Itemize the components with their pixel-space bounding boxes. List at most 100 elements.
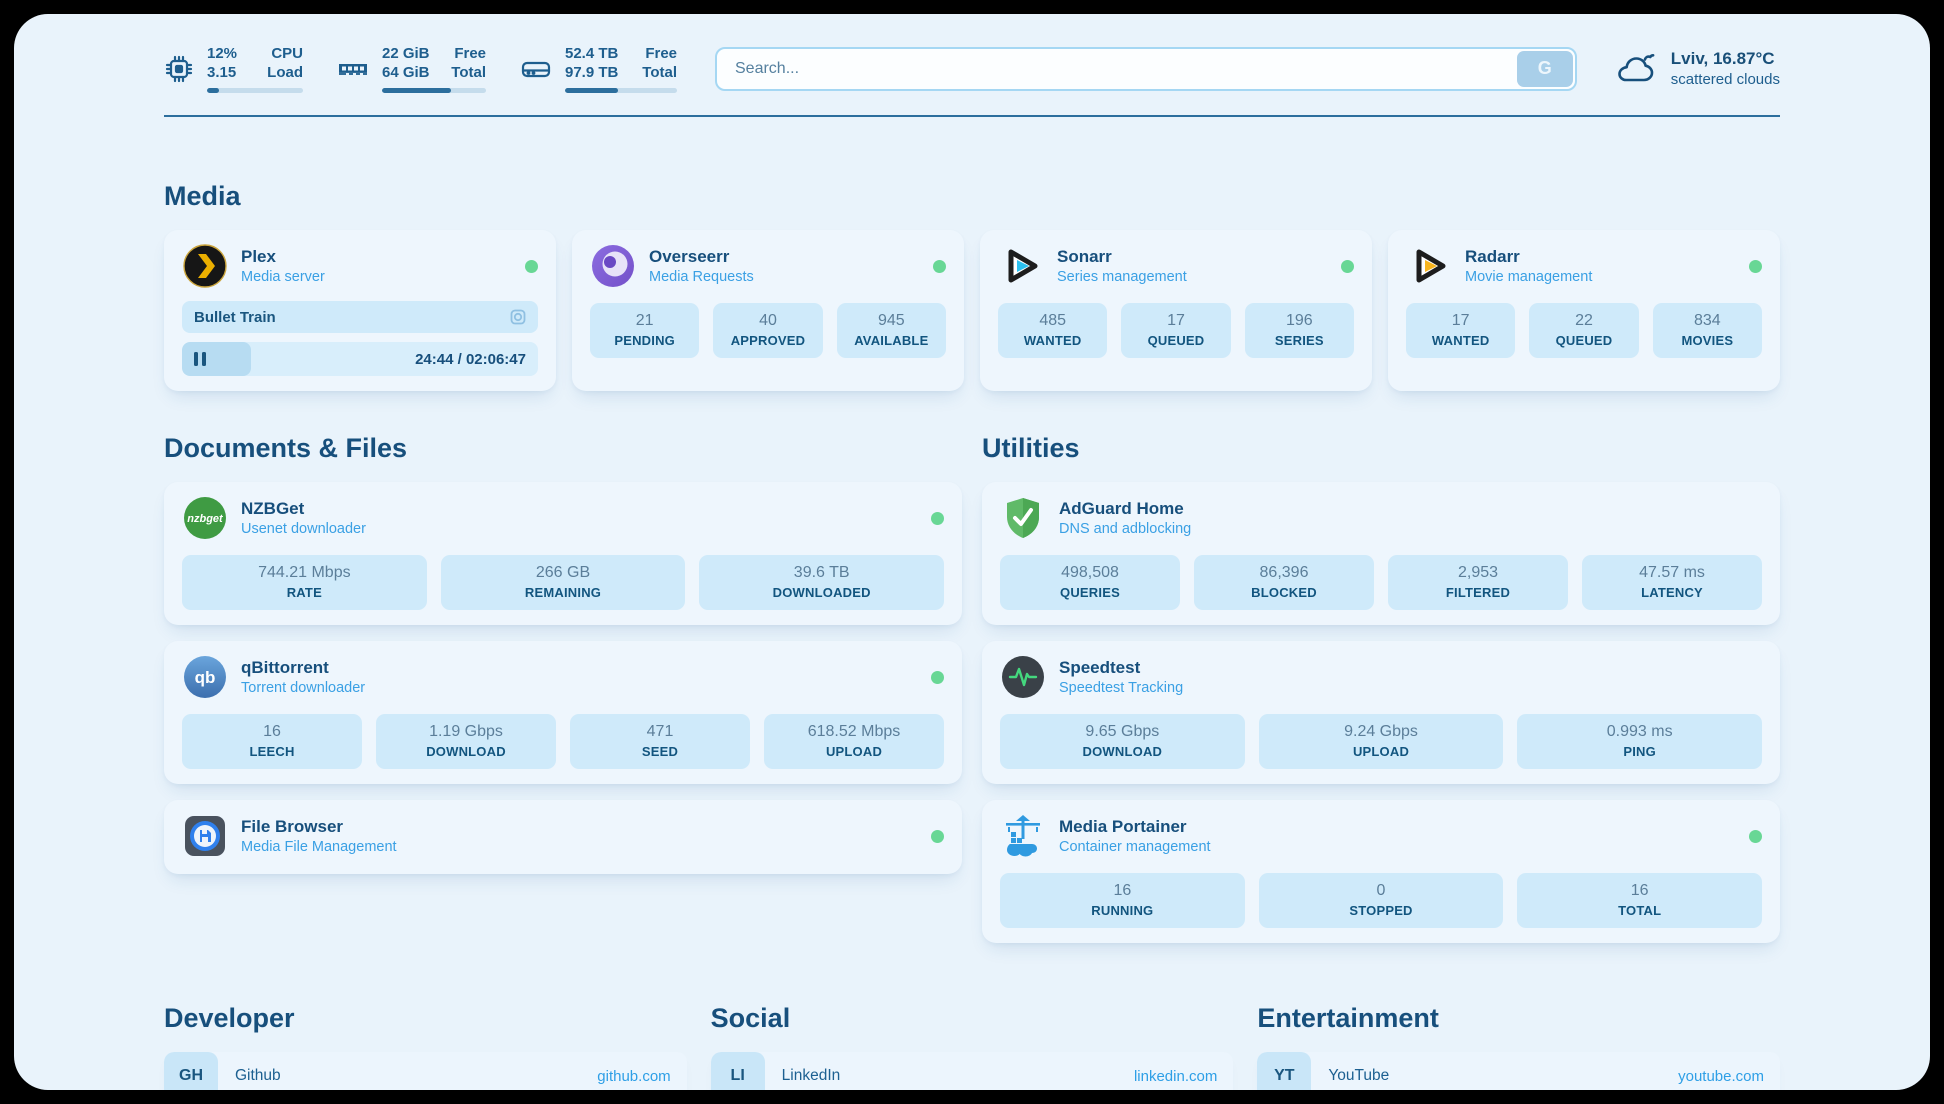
- portainer-logo-icon: [1006, 815, 1040, 857]
- sonarr-logo-icon: [1008, 249, 1038, 283]
- stat-pill: 22 QUEUED: [1529, 303, 1639, 358]
- stat-pill: 2,953 FILTERED: [1388, 555, 1568, 610]
- bookmark-url[interactable]: github.com: [597, 1067, 671, 1085]
- cpu-usage-value: 12%: [207, 45, 238, 62]
- ram-total-value: 64 GiB: [382, 64, 430, 81]
- stat-value: 485: [1039, 312, 1067, 329]
- section-title-developer: Developer: [164, 1003, 295, 1033]
- app-card-adguard[interactable]: AdGuard Home DNS and adblocking 498,508 …: [982, 482, 1780, 625]
- app-card-speedtest[interactable]: Speedtest Speedtest Tracking 9.65 Gbps D…: [982, 641, 1780, 784]
- app-subtitle: Usenet downloader: [241, 521, 366, 537]
- stat-value: 17: [1167, 312, 1185, 329]
- filebrowser-logo-icon: [185, 816, 225, 856]
- stat-value: 9.24 Gbps: [1344, 723, 1418, 740]
- weather-location-temp: Lviv, 16.87°C: [1670, 49, 1775, 68]
- app-name: Speedtest: [1059, 658, 1141, 677]
- nzbget-logo-icon: nzbget: [184, 497, 226, 539]
- app-name: Plex: [241, 247, 276, 266]
- app-card-plex[interactable]: Plex Media server Bullet Train: [164, 230, 556, 391]
- section-title-media: Media: [164, 181, 241, 211]
- app-name: File Browser: [241, 817, 344, 836]
- stat-label: WANTED: [1431, 333, 1490, 348]
- app-card-sonarr[interactable]: Sonarr Series management 485 WANTED 17 Q…: [980, 230, 1372, 391]
- app-subtitle: Media File Management: [241, 839, 397, 855]
- pause-icon[interactable]: [194, 352, 206, 366]
- disk-total-value: 97.9 TB: [565, 64, 619, 81]
- stat-value: 47.57 ms: [1639, 564, 1705, 581]
- search-engine-button[interactable]: G: [1516, 50, 1573, 87]
- bookmark-youtube[interactable]: YT YouTube youtube.com: [1257, 1052, 1780, 1090]
- bookmark-linkedin[interactable]: LI LinkedIn linkedin.com: [710, 1052, 1234, 1090]
- bookmark-tag: GH: [164, 1052, 218, 1090]
- playback-time: 24:44 / 02:06:47: [415, 350, 526, 368]
- section-title-entertainment: Entertainment: [1257, 1003, 1439, 1033]
- stat-pill: 17 WANTED: [1406, 303, 1516, 358]
- stat-label: BLOCKED: [1251, 585, 1317, 600]
- stat-value: 16: [1630, 882, 1649, 899]
- stat-label: RATE: [286, 585, 322, 600]
- app-card-overseerr[interactable]: Overseerr Media Requests 21 PENDING 40 A…: [572, 230, 964, 391]
- bookmark-url[interactable]: youtube.com: [1678, 1067, 1764, 1085]
- stat-pill: 86,396 BLOCKED: [1194, 555, 1374, 610]
- app-name: Sonarr: [1057, 247, 1112, 266]
- stat-pill: 471 SEED: [570, 714, 750, 769]
- stat-value: 0: [1376, 882, 1386, 899]
- app-subtitle: Series management: [1057, 269, 1187, 285]
- stat-value: 744.21 Mbps: [258, 564, 351, 581]
- stat-pill: 834 MOVIES: [1652, 303, 1762, 358]
- plex-logo-icon: [183, 244, 227, 288]
- stat-pill: 21 PENDING: [590, 303, 700, 358]
- stat-label: DOWNLOADED: [772, 585, 871, 600]
- app-card-portainer[interactable]: Media Portainer Container management 16 …: [982, 800, 1780, 943]
- bookmark-name: Github: [235, 1067, 281, 1084]
- stat-value: 17: [1451, 312, 1470, 329]
- app-name: qBittorrent: [241, 658, 329, 677]
- disk-total-label: Total: [642, 64, 677, 81]
- search-bar: G: [715, 46, 1577, 91]
- app-card-qbittorrent[interactable]: qb qBittorrent Torrent downloader 16: [164, 641, 962, 784]
- now-playing-title: Bullet Train: [194, 308, 276, 326]
- svg-text:qb: qb: [195, 668, 216, 687]
- app-card-nzbget[interactable]: nzbget NZBGet Usenet downloader 744.21 M…: [164, 482, 962, 625]
- weather-widget: Lviv, 16.87°C scattered clouds: [1615, 48, 1780, 89]
- now-playing-row: Bullet Train: [182, 301, 538, 333]
- bookmark-url[interactable]: linkedin.com: [1133, 1067, 1218, 1085]
- cpu-load-label: Load: [267, 64, 303, 81]
- app-name: Overseerr: [649, 247, 730, 266]
- app-card-filebrowser[interactable]: File Browser Media File Management: [164, 800, 962, 874]
- status-dot: [1749, 829, 1762, 843]
- stat-label: SERIES: [1274, 333, 1324, 348]
- app-subtitle: Movie management: [1465, 269, 1593, 285]
- bookmark-github[interactable]: GH Github github.com: [164, 1052, 687, 1090]
- status-dot: [931, 829, 944, 843]
- stat-value: 39.6 TB: [793, 564, 850, 581]
- status-dot: [933, 259, 946, 273]
- stat-value: 266 GB: [535, 564, 591, 581]
- stat-pill: 498,508 QUERIES: [1000, 555, 1180, 610]
- stat-label: DOWNLOAD: [426, 744, 506, 759]
- status-dot: [1749, 259, 1762, 273]
- app-subtitle: Media server: [241, 269, 325, 285]
- bookmark-name: LinkedIn: [781, 1067, 841, 1084]
- disk-icon: [521, 61, 551, 77]
- stat-label: FILTERED: [1445, 585, 1511, 600]
- stat-pill: 17 QUEUED: [1121, 303, 1231, 358]
- cpu-metric: 12% CPU 3.15 Load: [164, 44, 303, 93]
- stat-label: UPLOAD: [825, 744, 883, 759]
- stat-value: 86,396: [1259, 564, 1309, 581]
- ram-free-value: 22 GiB: [382, 45, 430, 62]
- app-card-radarr[interactable]: Radarr Movie management 17 WANTED 22 QUE…: [1388, 230, 1780, 391]
- cpu-load-value: 3.15: [207, 64, 237, 81]
- app-name: AdGuard Home: [1059, 499, 1184, 518]
- header-divider: [164, 115, 1780, 117]
- stat-label: LEECH: [249, 744, 295, 759]
- search-input[interactable]: [715, 46, 1577, 91]
- stat-value: 21: [635, 312, 654, 329]
- stat-pill: 16 RUNNING: [1000, 873, 1245, 928]
- stat-label: QUEUED: [1555, 333, 1613, 348]
- playback-progress-bar: 24:44 / 02:06:47: [182, 342, 538, 376]
- stat-pill: 16 TOTAL: [1517, 873, 1763, 928]
- app-subtitle: Torrent downloader: [241, 680, 366, 696]
- status-dot: [931, 670, 944, 684]
- overseerr-logo-icon: [592, 245, 634, 287]
